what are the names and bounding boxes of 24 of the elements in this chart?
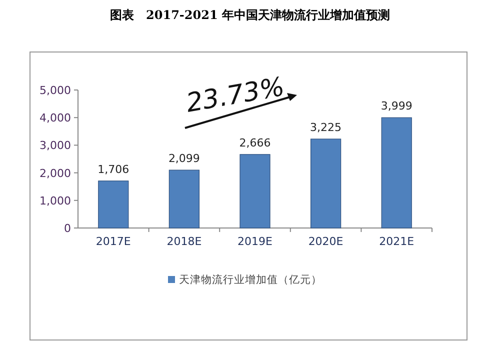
y-tick-label: 3,000 [40, 139, 71, 152]
bar [98, 180, 129, 228]
bar [381, 117, 412, 228]
chart-title: 图表 2017-2021 年中国天津物流行业增加值预测 [110, 8, 390, 22]
data-label: 2,666 [239, 136, 271, 150]
x-tick-label: 2020E [308, 235, 344, 248]
data-label: 1,706 [98, 162, 130, 176]
x-tick-label: 2021E [379, 235, 414, 248]
data-label: 3,225 [310, 120, 342, 134]
y-tick-label: 5,000 [40, 84, 71, 97]
y-tick-label: 4,000 [40, 112, 71, 125]
bar [240, 154, 270, 228]
bar [168, 170, 200, 228]
y-tick-label: 0 [64, 222, 71, 235]
data-label: 3,999 [380, 100, 412, 113]
bar [310, 138, 342, 228]
x-tick-label: 2018E [166, 235, 202, 248]
x-tick-label: 2017E [96, 235, 131, 248]
y-tick-label: 1,000 [40, 194, 71, 208]
legend-label: 天津物流行业增加值（亿元） [179, 273, 322, 286]
y-tick-label: 2,000 [40, 166, 71, 180]
data-label: 2,099 [168, 152, 200, 166]
annotation: 23.73% [184, 72, 287, 119]
x-tick-label: 2019E [238, 235, 273, 248]
